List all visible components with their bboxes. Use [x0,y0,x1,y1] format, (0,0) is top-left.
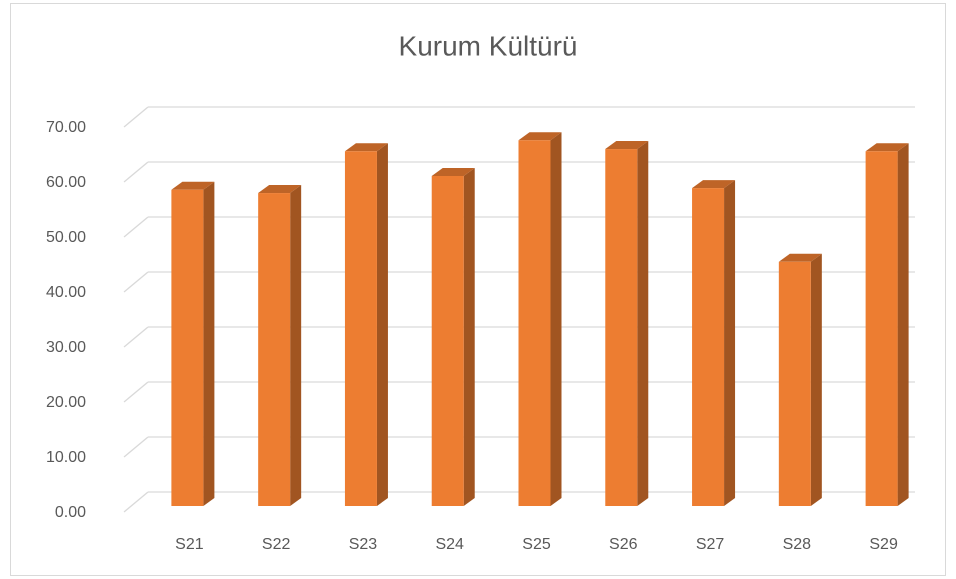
bar-front [344,151,377,506]
bar-side [637,141,649,507]
bar-front [778,261,811,506]
y-tick-label: 50.00 [46,229,86,246]
bar-front [518,140,551,506]
bar [171,181,215,506]
bar [258,185,302,507]
x-tick-label: S21 [175,536,204,553]
y-tick-label: 10.00 [46,449,86,466]
bar-side [550,132,562,506]
bar-front [258,193,291,507]
bar [865,143,909,506]
bar-top [778,253,822,262]
bar [344,143,388,506]
bar-front [865,151,898,506]
bar [431,168,475,506]
x-tick-label: S23 [349,536,378,553]
chart-title: Kurum Kültürü [399,30,578,61]
bar-side [463,168,475,506]
x-tick-label: S28 [783,536,812,553]
bar-top [171,181,215,190]
grid-line-floor [123,161,149,183]
bar [605,141,649,507]
y-tick-label: 40.00 [46,284,86,301]
bar-top [605,141,649,150]
grid-line-floor [123,106,149,128]
grid-line-floor [123,271,149,293]
x-tick-label: S29 [869,536,898,553]
x-tick-label: S27 [696,536,725,553]
x-tick-label: S22 [262,536,291,553]
bar-side [724,180,736,506]
bar-top [865,143,909,152]
bar [778,253,822,506]
bar-front [171,189,204,506]
grid-line-floor [123,491,149,513]
y-tick-label: 70.00 [46,119,86,136]
x-tick-label: S26 [609,536,638,553]
grid-line-floor [123,436,149,458]
bar-side [897,143,909,506]
bar-front [692,188,725,506]
x-tick-label: S24 [435,536,464,553]
bar-top [258,185,302,194]
bar [518,132,562,506]
bar-side [376,143,388,506]
bar [692,180,736,506]
grid-line-floor [123,326,149,348]
bar-top [344,143,388,152]
bar-side [203,181,215,506]
y-tick-label: 60.00 [46,174,86,191]
grid-line-floor [123,216,149,238]
y-tick-label: 30.00 [46,339,86,356]
bar-front [605,149,638,507]
bar-top [431,168,475,176]
bar-top [518,132,562,141]
y-tick-label: 20.00 [46,394,86,411]
bar-front [431,176,464,506]
y-tick-label: 0.00 [55,504,86,521]
bar-side [290,185,302,507]
grid-line-floor [123,381,149,403]
bar-top [692,180,736,189]
bar-side [810,253,822,506]
grid-line [123,106,915,128]
x-tick-label: S25 [522,536,551,553]
